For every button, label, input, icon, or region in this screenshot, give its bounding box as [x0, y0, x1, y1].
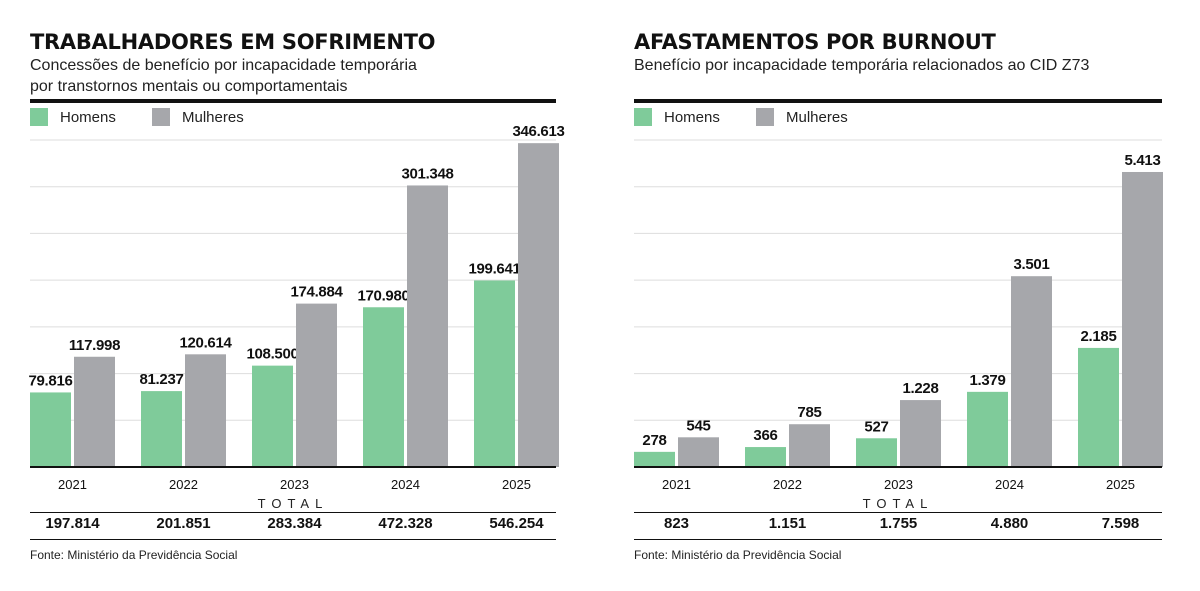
x-tick-label-2025: 2025	[1106, 477, 1135, 492]
x-tick-label-2021: 2021	[662, 477, 691, 492]
bar-homens-2024	[363, 307, 404, 467]
bar-homens-2021	[634, 451, 675, 467]
x-tick-label-2024: 2024	[995, 477, 1024, 492]
data-label-mulheres-2022: 785	[797, 404, 821, 421]
header-rule	[30, 99, 556, 103]
bar-mulheres-2022	[789, 424, 830, 467]
bar-homens-2023	[856, 438, 897, 467]
bar-homens-2022	[745, 447, 786, 467]
data-label-mulheres-2025: 346.613	[512, 123, 564, 140]
data-label-homens-2021: 79.816	[28, 372, 72, 389]
data-label-homens-2022: 366	[753, 427, 777, 444]
subtitle-line-1: Concessões de benefício por incapacidade…	[30, 57, 417, 74]
legend-item-homens: Homens	[634, 108, 720, 126]
data-label-homens-2024: 170.980	[357, 287, 409, 304]
data-label-mulheres-2022: 120.614	[179, 334, 232, 351]
bar-homens-2023	[252, 365, 293, 467]
chart-subtitle: Benefício por incapacidade temporária re…	[634, 55, 1089, 76]
x-tick-label-2023: 2023	[280, 477, 309, 492]
subtitle-line-2: por transtornos mentais ou comportamenta…	[30, 78, 348, 95]
totals-row: 823 1.151 1.755 4.880 7.598	[634, 515, 1162, 537]
total-value-2024: 472.328	[378, 515, 433, 532]
legend-item-mulheres: Mulheres	[152, 108, 244, 126]
legend-item-homens: Homens	[30, 108, 116, 126]
bar-homens-2021	[30, 392, 71, 467]
bar-chart: 79.816 117.998 2021 81.237 120.614 2022 108.50…	[28, 123, 564, 492]
total-value-2023: 283.384	[267, 515, 322, 532]
data-label-homens-2022: 81.237	[139, 371, 183, 388]
source-note: Fonte: Ministério da Previdência Social	[634, 548, 842, 562]
data-label-mulheres-2024: 3.501	[1013, 256, 1049, 273]
x-tick-label-2021: 2021	[58, 477, 87, 492]
legend-label-mulheres: Mulheres	[182, 108, 244, 126]
legend-label-homens: Homens	[664, 108, 720, 126]
total-value-2024: 4.880	[990, 515, 1029, 532]
totals-row: 197.814 201.851 283.384 472.328 546.254	[30, 515, 556, 537]
total-value-2022: 201.851	[156, 515, 211, 532]
totals-rule-bottom	[634, 539, 1162, 540]
total-value-2023: 1.755	[879, 515, 918, 532]
total-value-2021: 823	[663, 515, 690, 532]
bar-mulheres-2025	[1122, 171, 1163, 467]
data-label-homens-2025: 2.185	[1080, 328, 1116, 345]
total-value-2021: 197.814	[45, 515, 100, 532]
bar-homens-2025	[1078, 347, 1119, 467]
chart-subtitle: Concessões de benefício por incapacidade…	[30, 55, 417, 97]
data-label-mulheres-2021: 545	[686, 417, 710, 434]
bar-mulheres-2024	[1011, 276, 1052, 467]
data-label-mulheres-2023: 174.884	[290, 284, 343, 301]
header-rule	[634, 99, 1162, 103]
bar-mulheres-2025	[518, 143, 559, 467]
data-label-mulheres-2021: 117.998	[69, 337, 120, 354]
total-value-2025: 546.254	[489, 515, 544, 532]
legend-label-mulheres: Mulheres	[786, 108, 848, 126]
totals-rule-top	[30, 512, 556, 513]
bar-homens-2024	[967, 391, 1008, 467]
data-label-homens-2025: 199.641	[468, 260, 520, 277]
source-note: Fonte: Ministério da Previdência Social	[30, 548, 238, 562]
bar-mulheres-2021	[74, 356, 115, 467]
x-tick-label-2025: 2025	[502, 477, 531, 492]
bar-mulheres-2023	[900, 400, 941, 467]
x-tick-label-2024: 2024	[391, 477, 420, 492]
subtitle-line-1: Benefício por incapacidade temporária re…	[634, 57, 1090, 74]
bar-chart: 278 545 2021 366 785 2022 527 1.228 2023 1.379 3.5…	[634, 139, 1163, 492]
bar-mulheres-2023	[296, 303, 337, 467]
data-label-mulheres-2024: 301.348	[401, 165, 453, 182]
legend-swatch-mulheres	[756, 108, 774, 126]
legend-swatch-homens	[634, 108, 652, 126]
total-label: TOTAL	[257, 496, 329, 511]
total-label: TOTAL	[862, 496, 934, 511]
legend-item-mulheres: Mulheres	[756, 108, 848, 126]
totals-rule-top	[634, 512, 1162, 513]
x-tick-label-2022: 2022	[169, 477, 198, 492]
data-label-mulheres-2023: 1.228	[902, 380, 938, 397]
total-value-2025: 7.598	[1101, 515, 1140, 532]
chart-title: TRABALHADORES EM SOFRIMENTO	[30, 30, 436, 54]
bar-homens-2025	[474, 280, 515, 467]
chart-title: AFASTAMENTOS POR BURNOUT	[634, 30, 996, 54]
data-label-homens-2021: 278	[642, 432, 666, 449]
data-label-mulheres-2025: 5.413	[1124, 152, 1160, 169]
x-tick-label-2023: 2023	[884, 477, 913, 492]
bar-mulheres-2024	[407, 185, 448, 467]
bar-homens-2022	[141, 391, 182, 467]
panel-burnout: AFASTAMENTOS POR BURNOUT Benefício por i…	[634, 0, 1163, 591]
x-tick-label-2022: 2022	[773, 477, 802, 492]
total-value-2022: 1.151	[768, 515, 807, 532]
bar-mulheres-2021	[678, 437, 719, 467]
data-label-homens-2024: 1.379	[969, 372, 1005, 389]
totals-rule-bottom	[30, 539, 556, 540]
legend-label-homens: Homens	[60, 108, 116, 126]
data-label-homens-2023: 527	[864, 418, 888, 435]
data-label-homens-2023: 108.500	[246, 346, 298, 363]
legend-swatch-homens	[30, 108, 48, 126]
legend-swatch-mulheres	[152, 108, 170, 126]
panel-workers-suffering: TRABALHADORES EM SOFRIMENTO Concessões d…	[28, 0, 564, 591]
bar-mulheres-2022	[185, 354, 226, 467]
